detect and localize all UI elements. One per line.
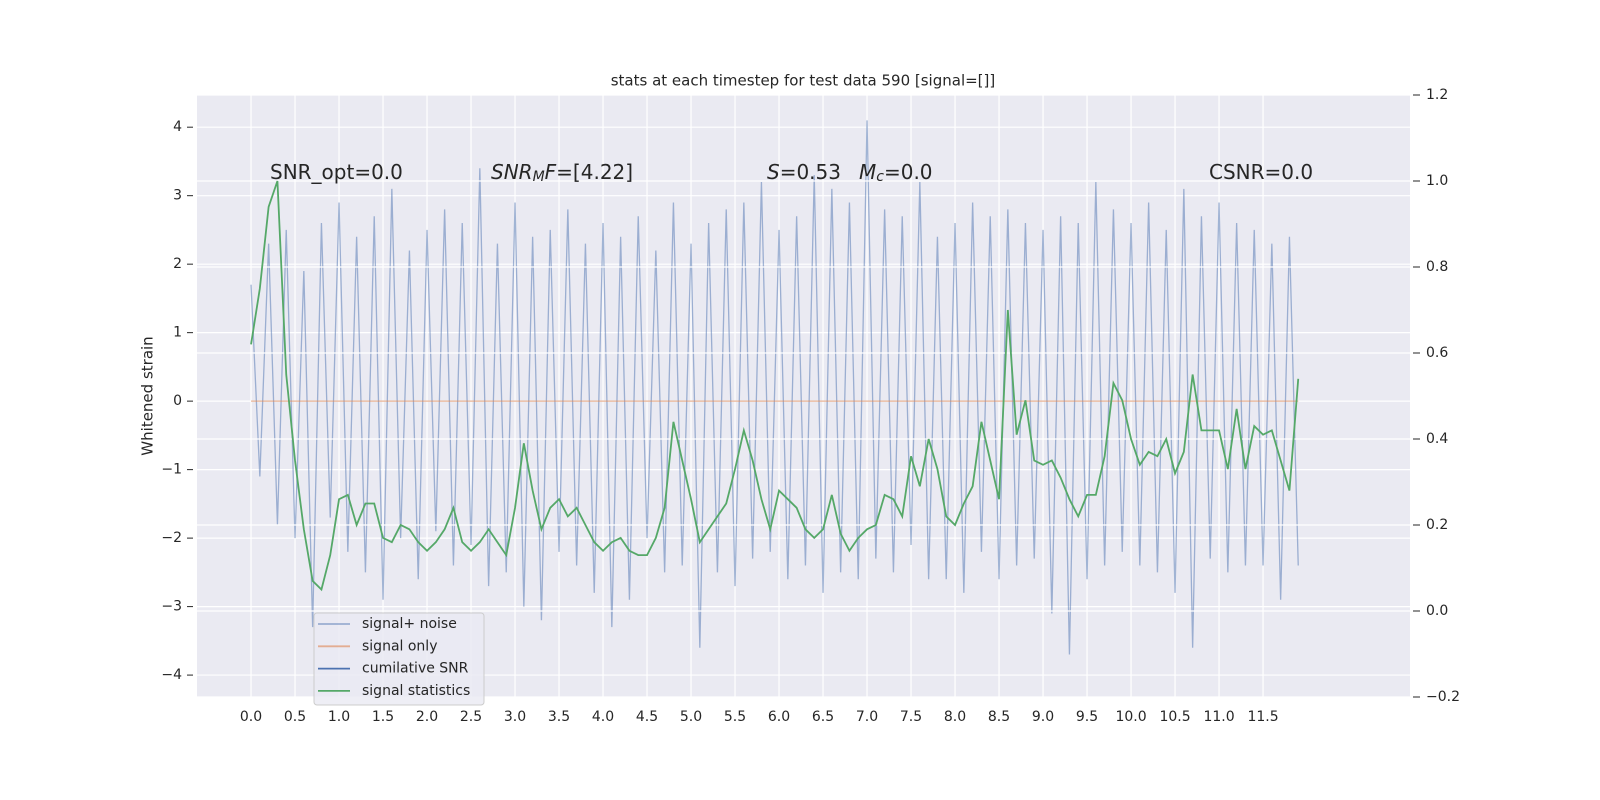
legend-label: cumilative SNR [362, 661, 469, 677]
annotation-part: SNR [491, 160, 533, 184]
y-tick-label: 2 [173, 256, 182, 272]
x-tick-label: 10.5 [1159, 709, 1190, 725]
y2-tick-label: 0.0 [1426, 603, 1448, 619]
x-tick-label: 9.0 [1032, 709, 1054, 725]
x-tick-label: 5.5 [724, 709, 746, 725]
y2-tick-label: 1.0 [1426, 173, 1448, 189]
x-tick-label: 6.5 [812, 709, 834, 725]
annotation-part: CSNR=0.0 [1209, 160, 1313, 184]
annotation: SNR_opt=0.0 [270, 160, 403, 184]
x-tick-label: 4.5 [636, 709, 658, 725]
y-tick-label: 1 [173, 325, 182, 341]
y-tick-label: −4 [161, 667, 182, 683]
x-tick-label: 7.0 [856, 709, 878, 725]
y-tick-label: 3 [173, 188, 182, 204]
annotation-part: F [545, 160, 557, 184]
series-line [250, 120, 1299, 655]
y-tick-label: −3 [161, 599, 182, 615]
y2-tick-label: 0.6 [1426, 345, 1448, 361]
x-tick-label: 3.0 [504, 709, 526, 725]
annotation: Mc=0.0 [859, 160, 933, 186]
y-tick-label: −1 [161, 462, 182, 478]
x-tick-label: 11.0 [1203, 709, 1234, 725]
y2-tick-label: 0.2 [1426, 517, 1448, 533]
x-tick-label: 3.5 [548, 709, 570, 725]
annotation-part: M [533, 169, 545, 185]
annotation-part: SNR_opt=0.0 [270, 160, 403, 184]
x-tick-label: 1.5 [372, 709, 394, 725]
x-tick-label: 4.0 [592, 709, 614, 725]
annotation-part: M [859, 160, 876, 184]
y2-tick-label: 0.4 [1426, 431, 1448, 447]
x-tick-label: 0.0 [240, 709, 262, 725]
annotation: SNRMF=[4.22] [491, 160, 633, 186]
chart-title: stats at each timestep for test data 590… [611, 72, 996, 90]
x-tick-label: 5.0 [680, 709, 702, 725]
x-tick-label: 11.5 [1247, 709, 1278, 725]
x-tick-label: 6.0 [768, 709, 790, 725]
y-axis-label: Whitened strain [139, 336, 157, 455]
y-tick-label: 4 [173, 119, 182, 135]
legend-label: signal+ noise [362, 616, 457, 632]
x-tick-label: 2.5 [460, 709, 482, 725]
annotation: S=0.53 [767, 160, 841, 184]
x-tick-label: 10.0 [1115, 709, 1146, 725]
annotation-part: S [767, 160, 780, 184]
x-tick-label: 0.5 [284, 709, 306, 725]
y-tick-label: 0 [173, 393, 182, 409]
y-tick-label: −2 [161, 530, 182, 546]
x-tick-label: 7.5 [900, 709, 922, 725]
annotation: CSNR=0.0 [1209, 160, 1313, 184]
x-tick-label: 8.5 [988, 709, 1010, 725]
legend-label: signal statistics [362, 683, 470, 699]
y2-tick-label: −0.2 [1426, 689, 1460, 705]
y2-tick-label: 1.2 [1426, 87, 1448, 103]
series-line [250, 180, 1300, 592]
x-tick-label: 8.0 [944, 709, 966, 725]
y2-tick-label: 0.8 [1426, 259, 1448, 275]
x-tick-label: 2.0 [416, 709, 438, 725]
annotation-part: =0.53 [780, 160, 841, 184]
annotation-part: =0.0 [884, 160, 933, 184]
x-tick-label: 9.5 [1076, 709, 1098, 725]
legend-box [313, 612, 485, 706]
x-tick-label: 1.0 [328, 709, 350, 725]
annotation-part: c [876, 169, 884, 185]
legend-label: signal only [362, 638, 437, 654]
annotation-part: =[4.22] [556, 160, 633, 184]
